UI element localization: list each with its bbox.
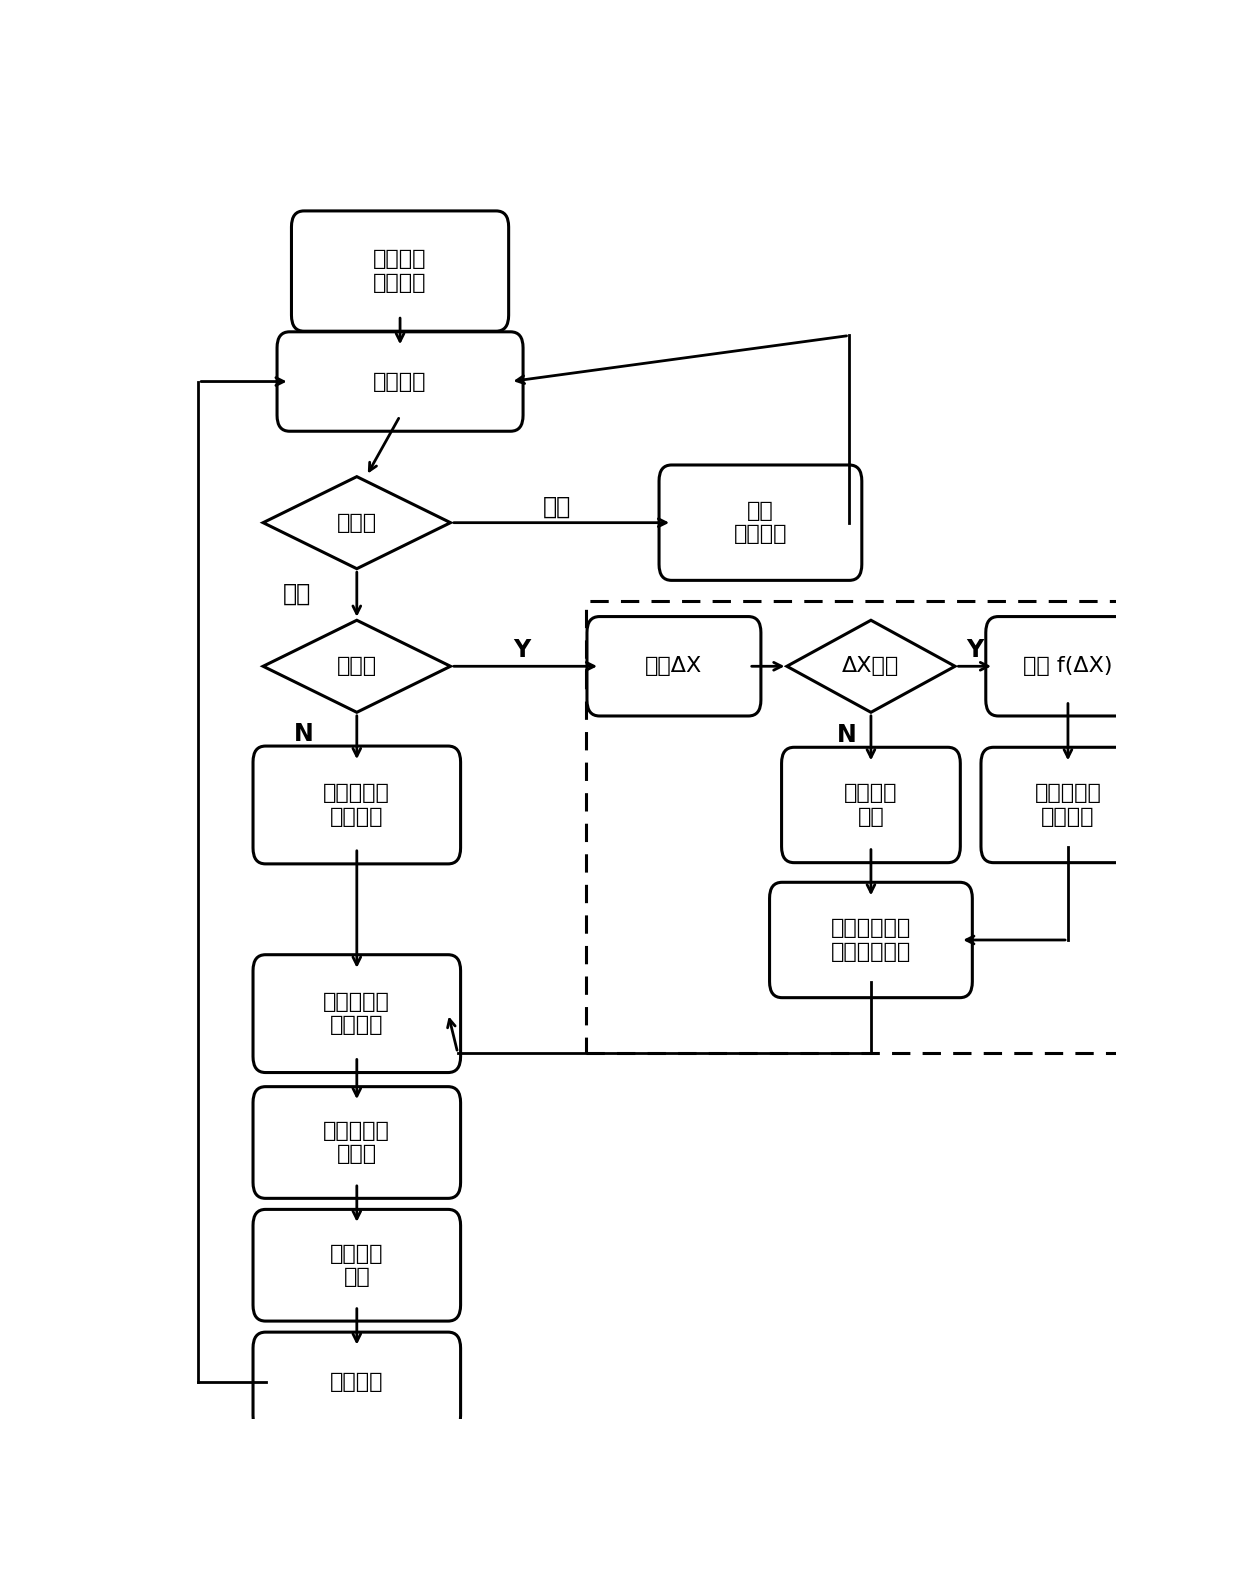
FancyBboxPatch shape xyxy=(781,748,960,862)
Text: Y: Y xyxy=(513,638,531,663)
Text: 启动: 启动 xyxy=(283,582,311,606)
Text: 设备运行: 设备运行 xyxy=(373,371,427,392)
FancyBboxPatch shape xyxy=(587,617,761,716)
Text: 更新两个电
机速度値: 更新两个电 机速度値 xyxy=(324,991,391,1035)
FancyBboxPatch shape xyxy=(253,1333,460,1431)
Text: 速度检测: 速度检测 xyxy=(330,1372,383,1392)
Text: 差速？: 差速？ xyxy=(337,657,377,676)
FancyBboxPatch shape xyxy=(253,1210,460,1321)
Text: N: N xyxy=(294,722,314,746)
FancyBboxPatch shape xyxy=(253,1087,460,1199)
Text: 启停？: 启停？ xyxy=(337,513,377,532)
Text: 计算差速给定
两个电机速度: 计算差速给定 两个电机速度 xyxy=(831,918,911,961)
FancyBboxPatch shape xyxy=(770,883,972,998)
FancyBboxPatch shape xyxy=(277,332,523,432)
FancyBboxPatch shape xyxy=(986,617,1151,716)
FancyBboxPatch shape xyxy=(291,210,508,332)
Text: 电压电流
检测: 电压电流 检测 xyxy=(330,1243,383,1286)
Text: 进入电机控
制状态: 进入电机控 制状态 xyxy=(324,1121,391,1164)
Text: 计算ΔX: 计算ΔX xyxy=(645,657,703,676)
Text: 停止: 停止 xyxy=(543,494,570,518)
Polygon shape xyxy=(263,620,450,713)
Text: N: N xyxy=(837,724,857,748)
Text: 计算 f(ΔX): 计算 f(ΔX) xyxy=(1023,657,1112,676)
Bar xyxy=(585,601,1136,1054)
Text: 执行
停机控制: 执行 停机控制 xyxy=(734,501,787,544)
FancyBboxPatch shape xyxy=(981,748,1154,862)
Text: 设备上电
自检完成: 设备上电 自检完成 xyxy=(373,249,427,293)
FancyBboxPatch shape xyxy=(658,465,862,580)
Text: Y: Y xyxy=(966,638,983,663)
Text: 调整两个电
机速度値: 调整两个电 机速度値 xyxy=(1034,783,1101,827)
Text: 设置两个电
机等速値: 设置两个电 机等速値 xyxy=(324,783,391,827)
FancyBboxPatch shape xyxy=(253,746,460,864)
Text: ΔX超差: ΔX超差 xyxy=(842,657,899,676)
FancyBboxPatch shape xyxy=(253,955,460,1073)
Polygon shape xyxy=(263,477,450,569)
Text: 差速速度
计算: 差速速度 计算 xyxy=(844,783,898,827)
Polygon shape xyxy=(787,620,955,713)
